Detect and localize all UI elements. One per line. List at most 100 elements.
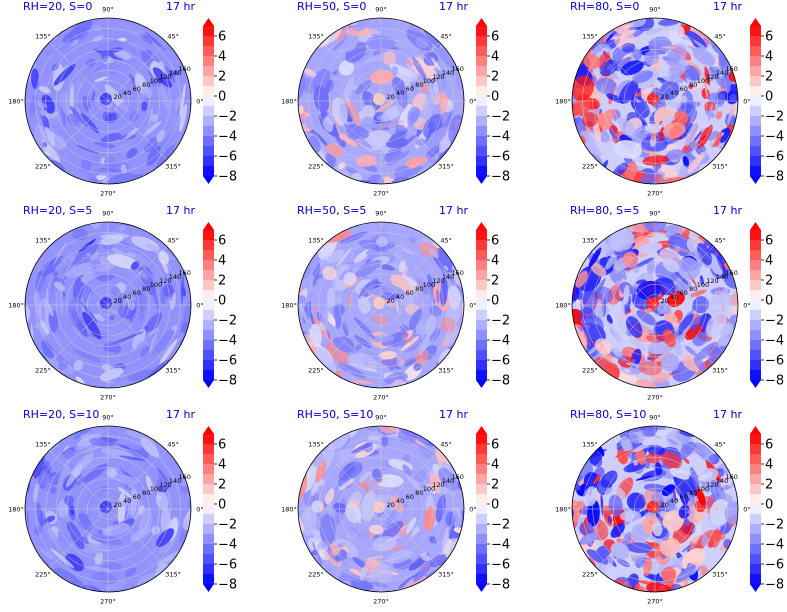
angle-tick-label: 90° [649,6,661,14]
colorbar-band [750,290,761,301]
colorbar-band [203,300,214,311]
colorbar-tick-label: −8 [218,578,237,593]
panel-title: RH=80, S=10 [570,408,646,421]
colorbar-tick-label: −2 [218,314,237,329]
colorbar-tick-label: 6 [491,438,499,453]
colorbar-band [203,96,214,107]
angle-tick-label: 315° [165,367,181,375]
colorbar-band [750,230,761,241]
colorbar-tick-label: −2 [491,314,510,329]
angle-tick-label: 45° [167,440,179,448]
colorbar: 6 4 2 0 −2 −4 −6 −8 [476,222,510,389]
angle-tick-label: 45° [440,32,452,40]
polar-panel: 90°45°0°315°270°225°180°135°20 40 60 80 1001… [281,204,477,402]
colorbar: 6 4 2 0 −2 −4 −6 −8 [476,18,510,185]
colorbar-band [476,300,487,311]
angular-gridline [322,246,382,306]
colorbar-band [476,454,487,465]
colorbar-tick-label: 4 [218,458,226,473]
colorbar-band [476,370,487,381]
angle-tick-label: 315° [165,571,181,579]
angle-tick-label: 135° [582,440,598,448]
radial-tick-label: 40 [123,497,131,505]
angle-tick-label: 270° [373,598,389,606]
colorbar: 6 4 2 0 −2 −4 −6 −8 [750,222,784,389]
colorbar: 6 4 2 0 −2 −4 −6 −8 [750,18,784,185]
angle-tick-label: 225° [308,163,324,171]
radial-tick-label: 80 [689,81,697,89]
colorbar-band [476,250,487,261]
colorbar-tick-label: −4 [765,538,784,553]
radial-tick-label: 120 [706,73,718,81]
angle-tick-label: 90° [649,210,661,218]
panel-time: 17 hr [439,0,468,13]
colorbar-extend-max [750,426,761,434]
colorbar-tick-label: −4 [491,130,510,145]
angular-gridline [49,304,109,364]
colorbar-extend-max [476,18,487,26]
angular-gridline [596,42,656,102]
angle-tick-label: 225° [308,367,324,375]
colorbar-tick-label: −6 [765,558,784,573]
colorbar-band [203,86,214,97]
angle-tick-label: 315° [712,163,728,171]
radial-tick-label: 100 [423,77,435,85]
angular-gridline [49,450,109,510]
colorbar-band [750,156,761,167]
colorbar-band [476,240,487,251]
angle-tick-label: 315° [712,367,728,375]
colorbar-tick-label: −6 [218,150,237,165]
radial-tick-label: 20 [386,93,394,101]
colorbar-tick-label: −8 [491,578,510,593]
angle-tick-label: 45° [440,236,452,244]
colorbar-band [750,96,761,107]
colorbar-band [476,544,487,555]
polar-panel: 90°45°0°315°270°225°180°135°20 40 60 80 1001… [555,408,751,606]
radial-tick-label: 60 [680,493,688,501]
colorbar-band [203,494,214,505]
polar-panel: 90°45°0°315°270°225°180°135°20 40 60 80 1001… [281,0,477,198]
colorbar-band [476,434,487,445]
colorbar-band [750,350,761,361]
polar-panel: 90°45°0°315°270°225°180°135°20 40 60 80 1001… [555,0,751,198]
colorbar-extend-max [203,18,214,26]
colorbar-tick-label: −4 [765,130,784,145]
radial-tick-label: 100 [150,485,162,493]
colorbar-tick-label: 0 [491,294,499,309]
radial-tick-label: 160 [178,65,190,73]
colorbar-tick-label: 0 [218,498,226,513]
angle-tick-label: 0° [196,98,203,106]
radial-tick-label: 40 [123,89,131,97]
angle-tick-label: 90° [375,6,387,14]
angle-tick-label: 225° [35,367,51,375]
angle-tick-label: 0° [469,98,476,106]
colorbar-band [476,116,487,127]
radial-tick-label: 160 [451,473,463,481]
colorbar-tick-label: 0 [491,498,499,513]
radial-tick-label: 100 [697,77,709,85]
colorbar-tick-label: −6 [765,354,784,369]
angle-tick-label: 270° [647,190,663,198]
panel-time: 17 hr [439,408,468,421]
colorbar-tick-label: 4 [218,254,226,269]
colorbar-tick-label: 0 [218,90,226,105]
colorbar-tick-label: −2 [765,518,784,533]
angle-tick-label: 270° [100,394,116,402]
colorbar-band [750,146,761,157]
angle-tick-label: 315° [438,367,454,375]
colorbar-extend-min [750,584,761,592]
angle-tick-label: 135° [582,236,598,244]
radial-tick-label: 140 [169,69,181,77]
colorbar-band [203,340,214,351]
polar-panel: 90°45°0°315°270°225°180°135°20 40 60 80 1001… [8,0,204,198]
colorbar-band [203,444,214,455]
angular-gridline [49,246,109,306]
colorbar: 6 4 2 0 −2 −4 −6 −8 [203,426,237,593]
panel-title: RH=80, S=5 [570,204,639,217]
angular-gridline [380,450,440,510]
colorbar-band [203,350,214,361]
colorbar-band [203,280,214,291]
radial-tick-label: 140 [716,273,728,281]
colorbar-extend-min [750,176,761,184]
angle-tick-label: 180° [555,302,571,310]
